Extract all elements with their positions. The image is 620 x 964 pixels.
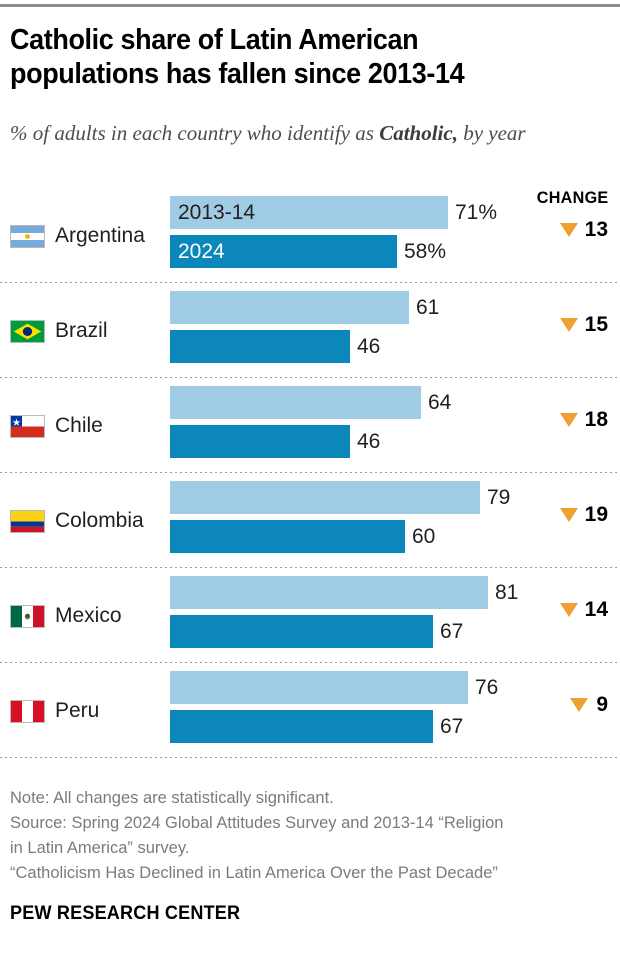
bar-value-new: 67 [440,714,464,738]
chart-subtitle: % of adults in each country who identify… [10,121,590,146]
bar-series-label-old: 2013-14 [178,200,256,224]
chart-row: Peru 76 67 9 [0,663,620,758]
triangle-down-icon [559,603,578,617]
row-separator [0,757,620,758]
bar-2024: 67 [170,615,463,648]
bar-2013-14: 79 [170,481,510,514]
change-cell: 19 [559,503,608,527]
bar-value-new: 67 [440,619,464,643]
triangle-down-icon [559,223,578,237]
bar-2013-14: 81 [170,576,518,609]
flag-colombia [10,510,45,533]
chart-row: Chile 64 46 18 [0,378,620,473]
change-cell: 18 [559,408,608,432]
triangle-down-icon [559,318,578,332]
change-value: 14 [584,598,608,621]
pew-research-center-logo: PEW RESEARCH CENTER [10,903,241,924]
flag-argentina [10,225,45,248]
bar-2013-14: 2013-14 71% [170,196,497,229]
bar-value-new: 60 [412,524,436,548]
country-label: Mexico [55,604,122,627]
row-separator [0,282,620,283]
subtitle-part-1: % of adults in each country who identify… [10,121,380,145]
country-label: Chile [55,414,103,437]
flag-chile [10,415,45,438]
bar-2013-14: 64 [170,386,451,419]
footer-source-line-1: Source: Spring 2024 Global Attitudes Sur… [10,814,504,832]
change-value: 9 [596,693,608,716]
bar-value-old: 79 [487,485,511,509]
bar-2024: 46 [170,330,380,363]
chart-row: Mexico 81 67 14 [0,568,620,663]
bar-2024: 2024 58% [170,235,446,268]
bar-2013-14: 61 [170,291,439,324]
row-separator [0,662,620,663]
bar-2024: 60 [170,520,435,553]
bar-2024: 46 [170,425,380,458]
footer-source-line-2: in Latin America” survey. [10,839,190,857]
row-separator [0,472,620,473]
bar-value-old: 76 [475,675,499,699]
bar-value-new: 46 [357,334,381,358]
flag-peru [10,700,45,723]
change-value: 15 [584,313,608,336]
chart-rows: CHANGE Argentina 2013-14 71% 2024 58% 13 Brazi… [0,188,620,758]
footer-note: Note: All changes are statistically sign… [10,789,334,807]
subtitle-part-2: by year [457,121,526,145]
change-value: 13 [584,218,608,241]
bar-2013-14: 76 [170,671,498,704]
change-cell: 9 [570,693,608,717]
bar-value-old: 61 [416,295,440,319]
change-cell: 14 [559,598,608,622]
country-label: Colombia [55,509,144,532]
row-separator [0,567,620,568]
country-label: Peru [55,699,100,722]
change-column-header: CHANGE [536,188,608,207]
change-value: 18 [584,408,608,431]
change-value: 19 [584,503,608,526]
triangle-down-icon [559,413,578,427]
bar-value-new: 46 [357,429,381,453]
chart-row: Colombia 79 60 19 [0,473,620,568]
change-cell: 13 [559,218,608,242]
bar-value-old: 64 [428,390,452,414]
top-divider [0,4,620,7]
bar-value-old: 71% [455,200,498,224]
footer-report-title: “Catholicism Has Declined in Latin Ameri… [10,864,498,882]
bar-value-old: 81 [495,580,519,604]
triangle-down-icon [559,508,578,522]
triangle-down-icon [570,698,588,712]
bar-value-new: 58% [404,239,447,263]
flag-brazil [10,320,45,343]
subtitle-emphasis: Catholic, [379,121,458,145]
flag-mexico [10,605,45,628]
country-label: Argentina [55,224,145,247]
chart-footer: Note: All changes are statistically sign… [10,786,610,886]
bar-2024: 67 [170,710,463,743]
chart-row: Argentina 2013-14 71% 2024 58% 13 [0,188,620,283]
row-separator [0,377,620,378]
country-label: Brazil [55,319,108,342]
chart-row: Brazil 61 46 15 [0,283,620,378]
change-cell: 15 [559,313,608,337]
chart-title: Catholic share of Latin American populat… [10,24,465,90]
bar-series-label-new: 2024 [178,239,225,263]
